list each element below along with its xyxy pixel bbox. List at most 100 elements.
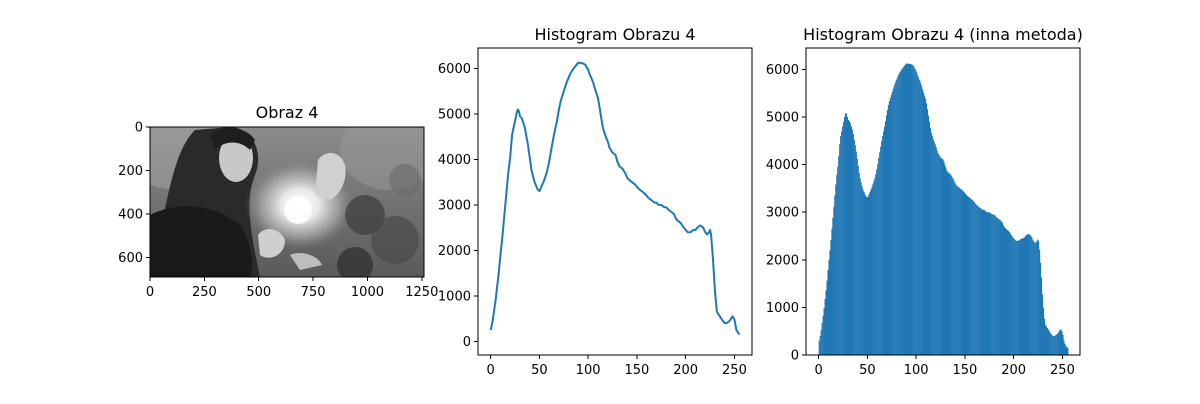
histogram-bar bbox=[821, 322, 823, 355]
histogram-bar bbox=[829, 250, 831, 355]
histogram-bar bbox=[1054, 335, 1056, 355]
bar-series bbox=[818, 63, 1069, 356]
histogram-bar bbox=[1063, 340, 1065, 355]
histogram-bar bbox=[934, 144, 936, 355]
histogram-bar bbox=[891, 91, 893, 355]
histogram-bar bbox=[966, 195, 969, 355]
histogram-bar bbox=[837, 166, 839, 355]
histogram-bar bbox=[868, 194, 870, 355]
histogram-bar bbox=[905, 63, 907, 355]
histogram-bar bbox=[1065, 345, 1067, 355]
image-y-tick-label: 400 bbox=[118, 207, 143, 222]
histogram-bar bbox=[855, 151, 857, 355]
bar-axes-frame bbox=[805, 47, 1081, 356]
histogram-bar bbox=[924, 98, 927, 356]
histogram-bar bbox=[1034, 242, 1036, 355]
histogram-bar bbox=[947, 172, 949, 355]
histogram-bar bbox=[840, 136, 842, 355]
bar-x-tick-label: 200 bbox=[1001, 363, 1026, 378]
histogram-bar bbox=[836, 174, 838, 355]
line-histogram-title: Histogram Obrazu 4 bbox=[534, 25, 695, 44]
panel-bar-histogram: Histogram Obrazu 4 (inna metoda) 0 50 100 1… bbox=[766, 25, 1083, 378]
histogram-bar bbox=[1046, 328, 1048, 355]
histogram-bar bbox=[853, 139, 855, 355]
histogram-bar bbox=[1057, 332, 1059, 355]
histogram-bar bbox=[976, 205, 978, 355]
histogram-bar bbox=[839, 144, 841, 355]
histogram-bar bbox=[953, 180, 955, 355]
histogram-bar bbox=[983, 209, 985, 355]
histogram-bar bbox=[1010, 235, 1012, 355]
histogram-bar bbox=[911, 64, 913, 355]
histogram-bar bbox=[819, 335, 821, 355]
histogram-bar bbox=[1020, 238, 1022, 355]
image-x-tick-label: 500 bbox=[246, 285, 271, 300]
histogram-bar bbox=[1051, 335, 1053, 355]
panel-image: Obraz 4 0 250 500 750 1000 1250 020 bbox=[118, 103, 438, 300]
histogram-bar bbox=[893, 85, 895, 355]
histogram-bar bbox=[993, 214, 995, 355]
histogram-bar bbox=[923, 95, 926, 355]
histogram-bar bbox=[961, 189, 963, 355]
histogram-bar bbox=[970, 199, 972, 355]
histogram-bar bbox=[1022, 238, 1024, 355]
histogram-bar bbox=[899, 71, 901, 356]
histogram-bar bbox=[913, 66, 915, 355]
histogram-bar bbox=[904, 65, 906, 356]
histogram-bar bbox=[1049, 332, 1051, 355]
histogram-bar bbox=[1019, 239, 1021, 355]
histogram-bar bbox=[851, 129, 853, 355]
histogram-bar bbox=[863, 191, 865, 355]
histogram-bar bbox=[1005, 229, 1008, 355]
histogram-bar bbox=[894, 82, 896, 355]
histogram-bar bbox=[1038, 240, 1040, 355]
histogram-bar bbox=[859, 178, 861, 355]
histogram-bar bbox=[1036, 241, 1038, 355]
histogram-bar bbox=[932, 139, 934, 355]
histogram-bar bbox=[865, 196, 867, 355]
histogram-bar bbox=[950, 174, 952, 355]
histogram-bar bbox=[1066, 347, 1068, 355]
histogram-bar bbox=[826, 280, 828, 355]
histogram-bar bbox=[884, 126, 886, 355]
histogram-bar bbox=[1058, 331, 1060, 355]
histogram-bar bbox=[888, 101, 891, 356]
bar-y-tick-label: 5000 bbox=[766, 111, 799, 126]
histogram-bar bbox=[1021, 238, 1023, 355]
bar-x-tick-label: 150 bbox=[953, 363, 978, 378]
histogram-bar bbox=[820, 330, 822, 355]
image-x-axis: 0 250 500 750 1000 1250 bbox=[146, 277, 438, 300]
histogram-bar bbox=[822, 315, 824, 355]
histogram-bar bbox=[838, 156, 840, 355]
histogram-bar bbox=[995, 216, 997, 355]
histogram-bar bbox=[958, 187, 960, 355]
histogram-bar bbox=[933, 142, 935, 355]
histogram-bar bbox=[977, 206, 979, 355]
histogram-bar bbox=[991, 214, 993, 355]
image-x-tick-label: 250 bbox=[192, 285, 217, 300]
histogram-bar bbox=[952, 178, 954, 355]
histogram-bar bbox=[871, 187, 873, 355]
histogram-bar bbox=[890, 94, 892, 356]
histogram-bar bbox=[944, 165, 946, 355]
histogram-bar bbox=[1041, 294, 1044, 355]
histogram-bar bbox=[937, 153, 939, 355]
histogram-bar bbox=[1028, 234, 1030, 355]
histogram-bar bbox=[915, 69, 917, 355]
image-x-tick-label: 0 bbox=[146, 285, 154, 300]
bar-y-tick-label: 6000 bbox=[766, 63, 799, 78]
histogram-bar bbox=[876, 169, 878, 355]
histogram-bar bbox=[852, 134, 854, 355]
histogram-bar bbox=[841, 131, 843, 355]
image-axes-frame bbox=[149, 126, 425, 278]
histogram-bar bbox=[1026, 234, 1028, 355]
histogram-bar bbox=[920, 82, 922, 355]
line-y-tick-label: 2000 bbox=[438, 244, 471, 259]
bar-y-tick-label: 4000 bbox=[766, 158, 799, 173]
histogram-bar bbox=[1048, 331, 1050, 355]
histogram-bar bbox=[985, 211, 987, 355]
image-title: Obraz 4 bbox=[256, 103, 319, 122]
image-y-axis: 0 200 400 600 bbox=[118, 121, 150, 266]
